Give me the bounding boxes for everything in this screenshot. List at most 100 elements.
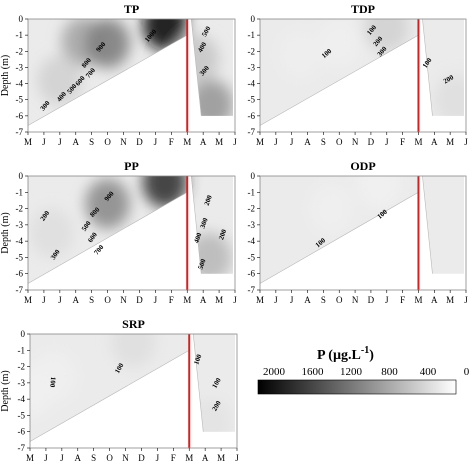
- y-tick-label: -3: [248, 62, 256, 72]
- y-axis-label: Depth (m): [0, 212, 11, 253]
- y-tick-label: -7: [248, 127, 256, 137]
- value-region: [356, 176, 402, 210]
- plot-frame: [259, 18, 467, 133]
- legend-title-end: ): [369, 348, 374, 363]
- x-tick-label: A: [431, 295, 438, 305]
- x-tick-label: M: [215, 295, 223, 305]
- x-tick-label: J: [154, 295, 158, 305]
- x-tick-label: N: [120, 295, 127, 305]
- y-tick-label: -1: [248, 187, 256, 197]
- x-tick-label: M: [256, 137, 264, 147]
- y-tick-label: -2: [248, 204, 256, 214]
- contour-label: 200: [217, 228, 228, 241]
- x-tick-label: M: [414, 137, 422, 147]
- x-tick-label: O: [106, 453, 113, 463]
- x-tick-label: M: [446, 137, 454, 147]
- x-tick-label: J: [58, 295, 62, 305]
- x-tick-label: A: [304, 295, 311, 305]
- y-tick-label: -4: [16, 236, 24, 246]
- y-tick-label: -6: [16, 269, 24, 279]
- bottom-boundary: [259, 34, 419, 126]
- value-region: [142, 176, 188, 208]
- y-tick-label: -3: [16, 220, 24, 230]
- x-tick-label: J: [274, 295, 278, 305]
- x-tick-label: M: [217, 453, 225, 463]
- y-tick-label: 0: [251, 14, 256, 24]
- contour-label: 100: [192, 353, 203, 366]
- value-region: [30, 365, 54, 417]
- field-blobs: [29, 176, 232, 283]
- x-tick-label: J: [464, 295, 468, 305]
- value-region: [37, 55, 83, 106]
- x-tick-label: J: [233, 137, 237, 147]
- y-tick-label: -6: [18, 427, 26, 437]
- y-tick-label: -4: [248, 236, 256, 246]
- y-tick-label: -7: [16, 285, 24, 295]
- gap-fill: [187, 19, 202, 116]
- x-tick-label: N: [120, 137, 127, 147]
- x-tick-label: D: [136, 295, 143, 305]
- x-tick-label: F: [400, 295, 405, 305]
- field-blobs: [309, 176, 402, 234]
- x-tick-label: A: [75, 453, 82, 463]
- y-tick-label: -3: [18, 378, 26, 388]
- right-boundary: [190, 18, 202, 116]
- x-tick-label: J: [60, 453, 64, 463]
- panel-title: TDP: [351, 2, 375, 16]
- x-tick-label: S: [321, 295, 326, 305]
- contour-label: 400: [192, 231, 203, 244]
- x-tick-label: J: [385, 137, 389, 147]
- y-tick-label: -6: [248, 269, 256, 279]
- x-tick-label: O: [336, 295, 343, 305]
- bottom-boundary: [29, 350, 190, 442]
- y-axis-label: Depth (m): [0, 55, 11, 96]
- legend-colorbar: [257, 379, 457, 395]
- y-tick-label: -1: [248, 30, 256, 40]
- x-tick-label: D: [136, 137, 143, 147]
- y-tick-label: 0: [21, 329, 26, 339]
- right-boundary: [192, 333, 204, 432]
- y-tick-label: -5: [16, 252, 24, 262]
- contour-label: 200: [203, 194, 214, 207]
- x-tick-label: N: [122, 453, 129, 463]
- x-tick-label: F: [169, 137, 174, 147]
- x-tick-label: J: [235, 453, 239, 463]
- legend-tick-label: 400: [420, 366, 437, 378]
- y-tick-label: -3: [248, 220, 256, 230]
- y-tick-label: -5: [16, 95, 24, 105]
- right-boundary: [422, 18, 433, 116]
- legend-tick-label: 0: [464, 366, 470, 378]
- value-region: [85, 178, 130, 229]
- x-tick-label: M: [183, 295, 191, 305]
- x-tick-label: F: [169, 295, 174, 305]
- x-tick-label: J: [290, 137, 294, 147]
- x-tick-label: J: [156, 453, 160, 463]
- panel-title: TP: [124, 2, 139, 16]
- x-tick-label: J: [385, 295, 389, 305]
- x-tick-label: M: [256, 295, 264, 305]
- y-tick-label: -6: [248, 111, 256, 121]
- gap-fill: [418, 19, 433, 116]
- x-tick-label: D: [138, 453, 145, 463]
- x-tick-label: J: [290, 295, 294, 305]
- y-tick-label: -1: [16, 187, 24, 197]
- y-axis-label: Depth (m): [0, 370, 11, 411]
- plot-frame: [27, 18, 236, 133]
- x-tick-label: O: [104, 295, 111, 305]
- x-tick-label: A: [431, 137, 438, 147]
- gap-fill: [189, 334, 204, 432]
- x-tick-label: S: [89, 137, 94, 147]
- x-tick-label: S: [89, 295, 94, 305]
- y-tick-label: -3: [16, 62, 24, 72]
- y-tick-label: -5: [248, 252, 256, 262]
- x-tick-label: M: [215, 137, 223, 147]
- y-tick-label: -6: [16, 111, 24, 121]
- y-tick-label: -1: [16, 30, 24, 40]
- y-tick-label: 0: [251, 171, 256, 181]
- value-region: [142, 19, 188, 51]
- y-tick-label: -4: [18, 394, 26, 404]
- x-tick-label: N: [352, 137, 359, 147]
